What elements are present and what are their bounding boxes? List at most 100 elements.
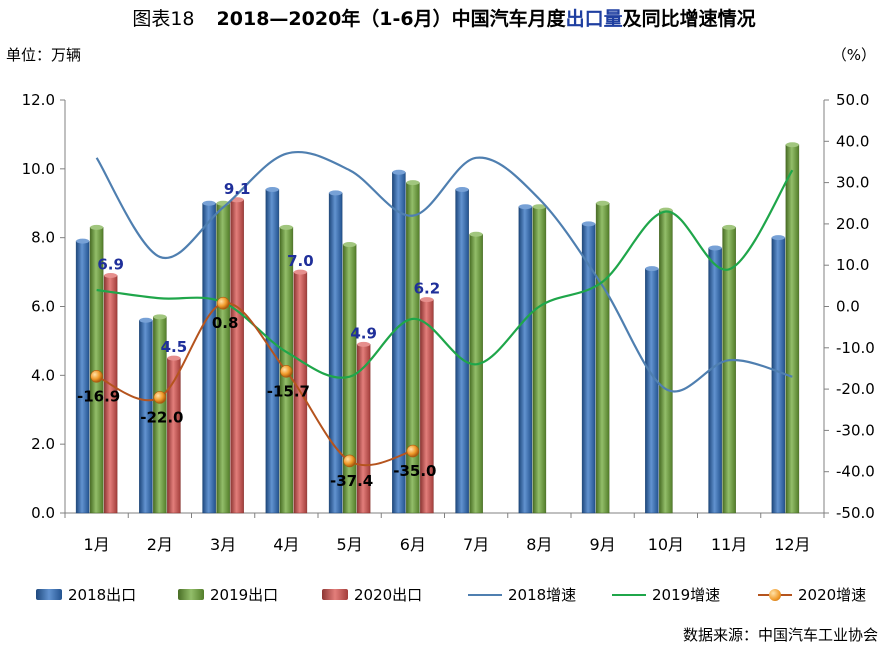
left-tick-label: 0.0 [31,504,55,522]
bar-top-2020出口 [167,355,181,361]
line-marker-2020增速 [343,454,356,468]
legend-item-2020增速: 2020增速 [758,584,866,605]
title-suffix: 及同比增速情况 [622,8,756,30]
right-axis-unit: （%） [831,46,876,64]
left-tick-label: 6.0 [31,298,55,316]
line-data-label: -16.9 [77,387,120,405]
x-tick-label: 6月 [400,535,426,554]
right-tick-label: 30.0 [836,174,869,192]
right-tick-label: 10.0 [836,256,869,274]
right-tick-label: 0.0 [836,298,860,316]
title-prefix: 2018—2020年（1-6月）中国汽车月度 [216,8,566,30]
line-2019增速 [96,169,794,379]
bar-2020出口 [230,199,244,514]
bar-data-label: 4.9 [350,324,377,342]
line-data-label: -37.4 [330,472,373,490]
bar-top-2019出口 [532,204,546,210]
left-tick-label: 2.0 [31,435,55,453]
right-tick-label: -30.0 [836,421,875,439]
right-tick-label: 40.0 [836,132,869,150]
bar-top-2018出口 [265,186,279,192]
bar-top-2019出口 [406,180,420,186]
bar-top-2018出口 [139,317,153,323]
x-tick-label: 7月 [463,535,489,554]
line-marker-2020增速 [280,365,293,378]
legend-item-2019出口: 2019出口 [178,584,278,605]
x-tick-label: 4月 [273,535,299,554]
bar-top-2018出口 [708,245,722,251]
chart-axes: 0.0 2.0 4.0 6.0 8.0 10.0 12.0 -50.0 -40.0 -30.0 -2… [22,91,875,554]
legend-label: 2020出口 [354,586,423,604]
bar-top-2018出口 [582,221,596,227]
bar-top-2020出口 [104,273,118,279]
legend-item-2020出口: 2020出口 [322,584,422,605]
legend-label: 2018出口 [68,586,137,604]
bar-2019出口 [216,203,230,514]
bar-top-2018出口 [392,169,406,175]
line-marker-2020增速 [406,444,420,458]
chart-title: 图表18 2018—2020年（1-6月）中国汽车月度出口量及同比增速情况 [0,4,888,31]
right-tick-label: -10.0 [836,339,875,357]
legend-swatch [468,593,502,596]
bar-2019出口 [532,206,547,514]
bar-2018出口 [771,237,786,514]
left-axis-unit: 单位：万辆 [6,46,82,64]
legend-swatch [322,589,348,600]
legend-swatch [36,589,62,600]
bar-top-2020出口 [293,269,307,275]
legend-swatch [178,589,204,600]
line-layer [90,150,794,468]
line-data-label: -15.7 [267,382,310,400]
left-tick-label: 4.0 [31,366,55,384]
label-layer: 6.9 4.5 9.1 7.0 4.9 6.2 -16.9 -22.0 0.8 -15.7 -37.… [77,180,440,490]
left-tick-label: 12.0 [22,91,55,109]
bar-top-2018出口 [518,204,532,210]
title-highlight: 出口量 [565,8,623,30]
x-tick-label: 10月 [648,535,684,554]
legend-item-2018增速: 2018增速 [468,584,576,605]
bar-top-2018出口 [329,190,343,196]
bar-top-2020出口 [420,297,434,303]
left-tick-label: 8.0 [31,229,55,247]
bar-2018出口 [455,189,469,514]
bar-top-2018出口 [771,235,785,241]
bar-top-2019出口 [343,242,357,248]
figure-label: 图表18 [132,8,195,30]
bar-2018出口 [75,240,90,514]
data-source: 数据来源：中国汽车工业协会 [682,626,878,644]
line-2018增速 [95,150,793,393]
bar-data-label: 7.0 [287,252,314,270]
x-tick-label: 2月 [147,535,173,554]
bar-top-2019出口 [153,314,167,320]
bar-top-2019出口 [469,231,483,237]
bar-2019出口 [469,233,483,514]
bar-top-2018出口 [202,200,216,206]
bar-data-label: 4.5 [161,338,188,356]
bar-top-2018出口 [645,266,659,272]
combo-chart: 0.0 2.0 4.0 6.0 8.0 10.0 12.0 -50.0 -40.0 -30.0 -2… [22,91,875,554]
x-tick-label: 9月 [590,535,616,554]
bar-2019出口 [785,144,800,514]
x-tick-label: 12月 [774,535,810,554]
line-data-label: 0.8 [212,314,239,332]
bar-2018出口 [645,268,659,514]
bar-top-2020出口 [357,341,371,347]
bar-data-label: 6.2 [414,280,441,298]
line-data-label: -22.0 [140,408,183,426]
x-tick-label: 3月 [210,535,236,554]
legend-item-2018出口: 2018出口 [36,584,136,605]
legend-swatch [612,593,646,596]
bar-top-2018出口 [455,186,469,192]
line-marker-2020增速 [216,296,230,310]
bar-top-2019出口 [722,224,736,230]
bar-data-label: 9.1 [224,180,251,198]
bar-top-2019出口 [90,224,104,230]
legend-label: 2019出口 [210,586,279,604]
bar-data-label: 6.9 [97,256,124,274]
bar-top-2019出口 [785,142,799,148]
x-tick-label: 8月 [526,535,552,554]
x-tick-label: 5月 [337,535,363,554]
line-marker-2020增速 [90,369,103,383]
right-tick-label: -50.0 [836,504,875,522]
chart-legend: 2018出口 2019出口 2020出口 2018增速 2019增速 2020增速 [0,584,888,612]
